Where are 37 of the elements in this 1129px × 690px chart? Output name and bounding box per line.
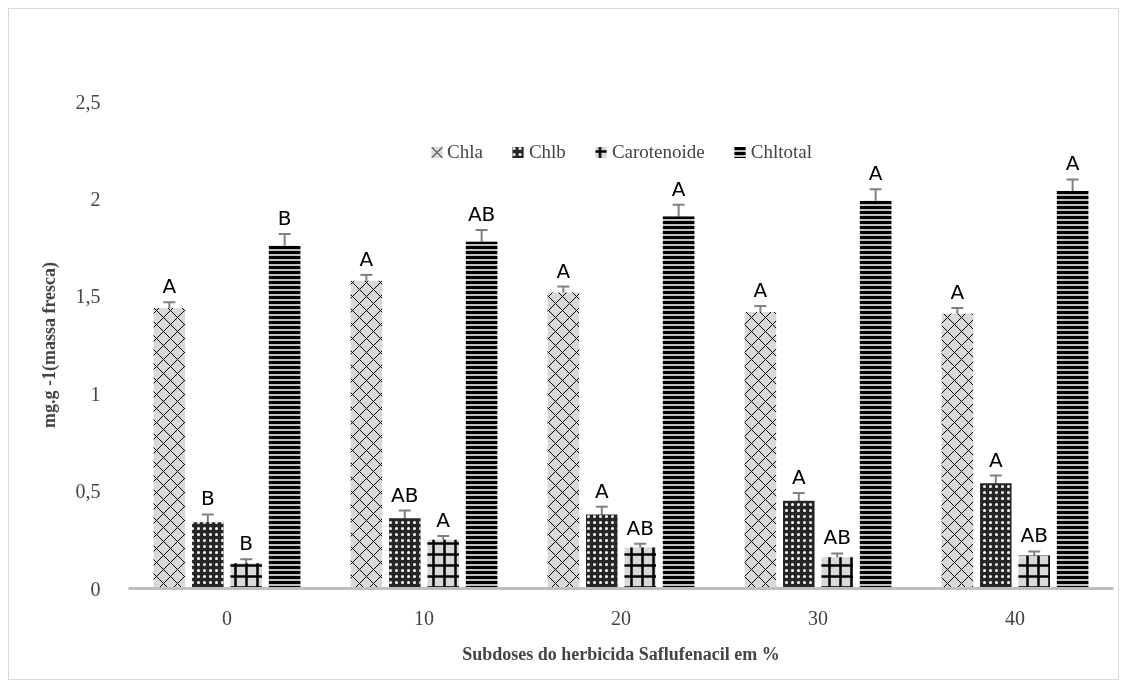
- y-axis-title: mg.g -1(massa fresca): [38, 261, 60, 429]
- data-label: A: [950, 279, 965, 304]
- data-label: A: [1065, 151, 1080, 176]
- x-tick-label: 10: [414, 606, 434, 629]
- data-label: A: [988, 447, 1003, 472]
- data-label: B: [200, 486, 215, 511]
- data-label: AB: [823, 525, 851, 550]
- data-label: AB: [391, 482, 419, 507]
- data-label: A: [359, 246, 374, 271]
- data-label: A: [556, 258, 571, 283]
- data-label: AB: [1020, 523, 1048, 548]
- data-label: A: [791, 465, 806, 490]
- x-tick-label: 0: [222, 606, 232, 629]
- y-tick-label: 1: [90, 382, 101, 405]
- data-label: AB: [626, 515, 654, 540]
- y-tick-label: 2: [90, 187, 101, 210]
- data-label: B: [239, 531, 254, 556]
- data-label: A: [162, 274, 177, 299]
- data-label: A: [868, 161, 883, 186]
- legend-label: Chla: [447, 141, 483, 163]
- data-label: AB: [467, 202, 496, 227]
- x-tick-label: 40: [1005, 606, 1025, 629]
- x-tick-label: 20: [611, 606, 631, 629]
- data-label: A: [594, 478, 609, 503]
- y-tick-label: 2,5: [75, 90, 101, 113]
- y-tick-label: 1,5: [75, 285, 101, 308]
- legend-label: Chlb: [528, 141, 566, 163]
- legend-label: Chltotal: [750, 141, 812, 163]
- data-label: A: [436, 507, 451, 532]
- x-axis-title: Subdoses do herbicida Saflufenacil em %: [462, 643, 780, 664]
- legend-label: Carotenoide: [611, 141, 705, 163]
- data-label: A: [753, 278, 768, 303]
- y-tick-label: 0,5: [75, 480, 101, 503]
- data-label: A: [671, 176, 686, 201]
- x-tick-label: 30: [808, 606, 828, 629]
- y-tick-label: 0: [90, 577, 101, 600]
- data-label: B: [277, 205, 292, 230]
